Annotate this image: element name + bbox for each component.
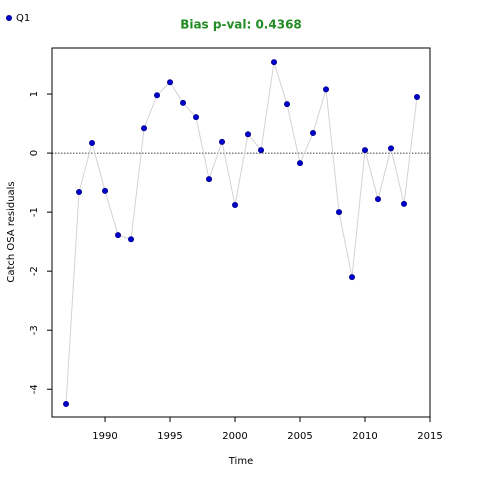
data-point: [232, 202, 239, 209]
x-tick-label: 1995: [157, 431, 182, 442]
y-tick-label: 1: [29, 91, 40, 97]
chart-title: Bias p-val: 0.4368: [180, 18, 302, 32]
data-point: [284, 101, 291, 108]
data-point: [128, 236, 135, 243]
x-tick-label: 2005: [287, 431, 312, 442]
data-point: [297, 160, 304, 167]
series-line: [65, 62, 418, 405]
plot-frame: [51, 47, 431, 418]
data-point: [193, 114, 200, 121]
x-tick-label: 2010: [352, 431, 377, 442]
x-tick-label: 2015: [417, 431, 442, 442]
data-point: [76, 189, 83, 196]
data-point: [258, 147, 265, 154]
data-point: [375, 196, 382, 203]
x-tick-label: 2000: [222, 431, 247, 442]
legend-marker: [6, 14, 12, 21]
data-point: [349, 274, 356, 281]
y-axis-label: Catch OSA residuals: [6, 181, 17, 282]
data-point: [206, 176, 213, 183]
data-point: [323, 86, 330, 93]
data-point: [401, 200, 408, 207]
data-point: [388, 145, 395, 152]
data-point: [63, 401, 70, 408]
y-tick-label: -2: [29, 266, 40, 276]
data-point: [245, 131, 252, 138]
data-point: [141, 125, 148, 132]
data-point: [362, 147, 369, 154]
data-point: [167, 79, 174, 86]
y-tick-label: -1: [29, 207, 40, 217]
data-point: [89, 140, 96, 147]
data-point: [310, 130, 317, 137]
x-tick-label: 1990: [92, 431, 117, 442]
y-tick-label: 0: [29, 150, 40, 156]
x-axis-label: Time: [228, 456, 253, 467]
data-point: [180, 99, 187, 106]
data-point: [219, 138, 226, 145]
data-point: [154, 92, 161, 99]
y-tick-label: -4: [29, 384, 40, 394]
data-point: [336, 209, 343, 216]
data-point: [271, 59, 278, 66]
legend-label: Q1: [16, 13, 30, 24]
data-point: [414, 94, 421, 101]
data-point: [102, 187, 109, 194]
y-tick-label: -3: [29, 325, 40, 335]
data-point: [115, 232, 122, 239]
